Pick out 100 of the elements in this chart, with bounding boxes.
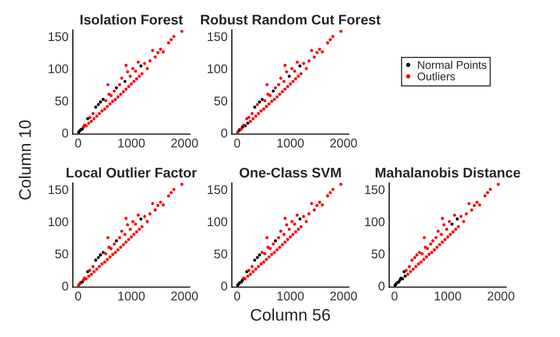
point bbox=[111, 100, 114, 103]
point bbox=[100, 262, 104, 266]
point bbox=[496, 182, 500, 186]
point bbox=[90, 120, 93, 123]
point bbox=[268, 255, 271, 258]
point bbox=[263, 99, 266, 102]
point bbox=[470, 208, 474, 212]
point bbox=[426, 247, 430, 250]
x-tick-label: 0 bbox=[75, 138, 82, 148]
point bbox=[248, 272, 252, 276]
point bbox=[438, 243, 442, 246]
point bbox=[294, 230, 298, 234]
point bbox=[483, 194, 487, 198]
point bbox=[143, 62, 146, 65]
point bbox=[428, 252, 431, 256]
x-tick-label: 0 bbox=[234, 292, 240, 300]
point bbox=[127, 85, 130, 88]
point bbox=[320, 50, 324, 54]
point bbox=[138, 228, 141, 231]
point bbox=[440, 216, 444, 220]
point bbox=[436, 230, 440, 233]
point bbox=[130, 235, 133, 239]
point bbox=[128, 74, 132, 78]
point bbox=[103, 108, 106, 111]
point bbox=[256, 112, 260, 116]
point bbox=[315, 204, 319, 208]
point bbox=[429, 242, 432, 246]
point bbox=[159, 48, 162, 51]
point bbox=[442, 223, 446, 226]
point bbox=[264, 258, 268, 262]
y-axis-title: Column 10 bbox=[18, 120, 31, 200]
point bbox=[139, 217, 142, 221]
point bbox=[132, 80, 136, 83]
point bbox=[98, 100, 102, 104]
point bbox=[320, 203, 324, 206]
point bbox=[434, 236, 438, 240]
chart-title: Mahalanobis Distance bbox=[376, 167, 520, 178]
point bbox=[156, 50, 160, 54]
point bbox=[167, 194, 170, 198]
point bbox=[124, 240, 128, 244]
point bbox=[106, 104, 109, 108]
y-tick-label: 150 bbox=[48, 185, 68, 194]
point bbox=[156, 204, 160, 208]
point bbox=[312, 55, 316, 59]
y-tick-label: 0 bbox=[221, 128, 228, 138]
point bbox=[302, 62, 306, 65]
point bbox=[104, 252, 108, 256]
point bbox=[283, 64, 287, 67]
point bbox=[272, 250, 276, 254]
point bbox=[339, 30, 342, 33]
point bbox=[422, 236, 426, 240]
point bbox=[135, 77, 138, 80]
point bbox=[279, 76, 282, 80]
point bbox=[268, 94, 272, 98]
point bbox=[130, 82, 133, 86]
point bbox=[246, 122, 250, 125]
x-tick-label: 2000 bbox=[171, 138, 198, 148]
y-tick-label: 50 bbox=[214, 250, 228, 258]
point bbox=[283, 216, 287, 220]
point bbox=[328, 38, 332, 42]
point bbox=[254, 268, 258, 271]
point bbox=[274, 239, 278, 242]
point bbox=[280, 243, 284, 246]
point bbox=[131, 67, 134, 70]
point bbox=[136, 60, 140, 64]
point bbox=[151, 202, 154, 206]
point bbox=[408, 270, 412, 274]
point bbox=[108, 102, 112, 106]
point bbox=[134, 222, 138, 226]
point bbox=[288, 235, 292, 239]
point bbox=[94, 106, 98, 109]
point bbox=[290, 220, 294, 224]
point bbox=[277, 83, 280, 86]
point bbox=[170, 38, 173, 42]
point bbox=[420, 252, 424, 256]
point bbox=[406, 272, 410, 276]
point bbox=[430, 250, 434, 254]
point bbox=[450, 222, 454, 226]
point bbox=[467, 202, 471, 206]
x-tick-label: 0 bbox=[234, 138, 240, 148]
point bbox=[256, 103, 259, 106]
point bbox=[140, 225, 144, 228]
point bbox=[167, 41, 170, 44]
point bbox=[310, 202, 314, 206]
point bbox=[331, 188, 334, 191]
chart-title: Local Outlier Factor bbox=[66, 167, 197, 178]
point bbox=[448, 232, 452, 236]
x-tick-label: 1000 bbox=[118, 138, 145, 148]
point bbox=[302, 214, 306, 218]
point bbox=[307, 212, 311, 216]
x-tick-label: 2000 bbox=[488, 292, 514, 300]
point bbox=[293, 70, 296, 73]
x-tick-label: 2000 bbox=[171, 292, 198, 300]
point bbox=[293, 222, 296, 226]
point bbox=[116, 95, 120, 98]
point bbox=[296, 60, 299, 64]
point bbox=[103, 260, 106, 264]
point bbox=[162, 203, 165, 206]
point bbox=[488, 188, 492, 191]
point bbox=[111, 252, 114, 256]
